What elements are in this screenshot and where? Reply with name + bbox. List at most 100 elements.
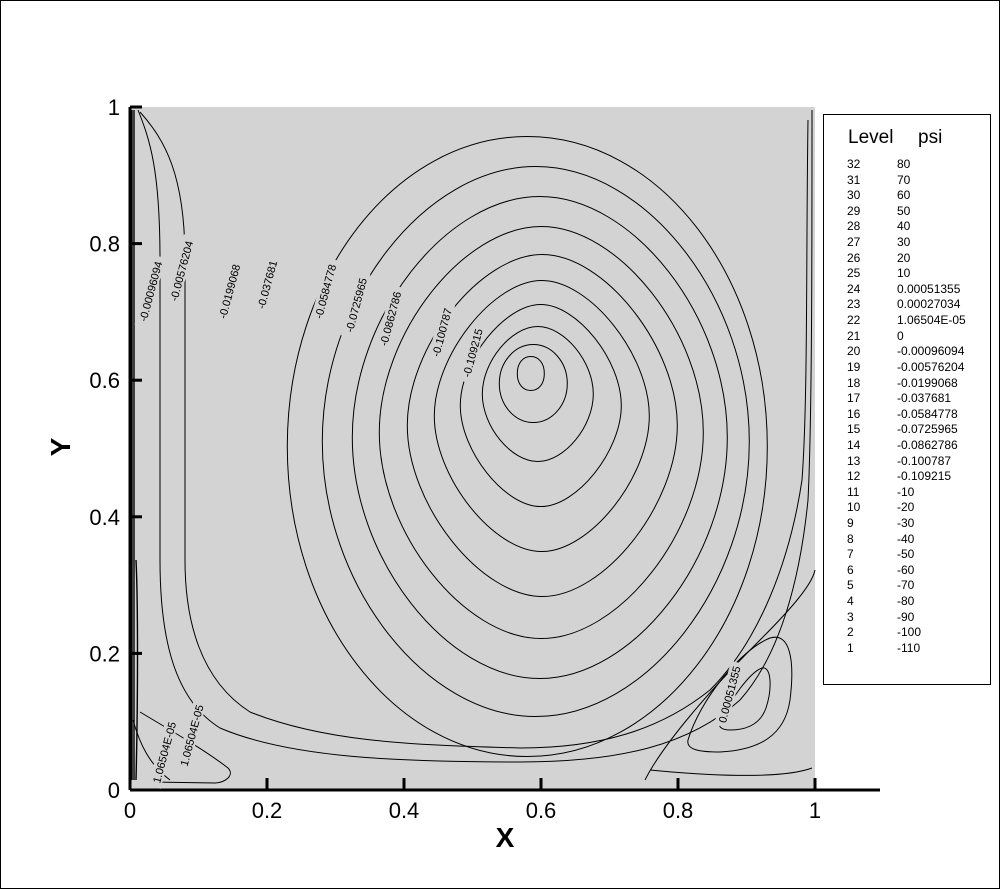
legend-level: 18 bbox=[847, 375, 861, 390]
y-axis-ticks: 0 0.2 0.4 0.6 0.8 1 bbox=[89, 95, 142, 803]
legend-level: 14 bbox=[847, 437, 861, 452]
legend-level: 9 bbox=[847, 516, 854, 531]
y-axis-title: Y bbox=[45, 437, 76, 456]
legend-row: 5 -70 bbox=[847, 578, 966, 594]
x-tick-label: 0 bbox=[124, 798, 136, 823]
legend-value: -10 bbox=[897, 484, 915, 499]
legend-value: -0.037681 bbox=[897, 391, 952, 406]
legend-level: 25 bbox=[847, 266, 861, 281]
legend-level: 31 bbox=[847, 172, 861, 187]
legend-value: -20 bbox=[897, 500, 915, 515]
legend-value: -0.109215 bbox=[897, 469, 952, 484]
legend-row: 1 -110 bbox=[847, 641, 966, 657]
legend-level: 19 bbox=[847, 359, 861, 374]
contour-label-background bbox=[457, 322, 487, 384]
legend-value: -0.00576204 bbox=[897, 359, 965, 374]
legend-row: 22 1.06504E-05 bbox=[847, 313, 966, 329]
legend-level: 1 bbox=[847, 640, 854, 655]
secondary-eddy-ring-2 bbox=[719, 667, 771, 731]
legend-level: 12 bbox=[847, 469, 861, 484]
legend-row: 24 0.00051355 bbox=[847, 282, 966, 298]
legend-value: -110 bbox=[897, 640, 921, 655]
legend-value: 20 bbox=[897, 250, 911, 265]
legend-level: 28 bbox=[847, 219, 861, 234]
legend-row: 27 30 bbox=[847, 235, 966, 251]
legend-rows: 32 80 31 70 30 60 29 50 28 40 27 30 26 20 25 10 24 0.0005… bbox=[847, 157, 966, 657]
contour-line bbox=[351, 196, 728, 680]
legend-row: 7 -50 bbox=[847, 547, 966, 563]
x-tick-label: 0.8 bbox=[663, 798, 694, 823]
legend-row: 28 40 bbox=[847, 219, 966, 235]
legend-level: 27 bbox=[847, 235, 861, 250]
legend-header-level: Level bbox=[848, 127, 894, 148]
legend-value: 50 bbox=[897, 203, 911, 218]
legend-value: 60 bbox=[897, 188, 911, 203]
legend-row: 17 -0.037681 bbox=[847, 391, 966, 407]
legend-value: 0 bbox=[897, 328, 904, 343]
contour-label-background bbox=[148, 715, 180, 789]
legend-level: 22 bbox=[847, 313, 861, 328]
legend-level: 13 bbox=[847, 453, 861, 468]
legend-level: 8 bbox=[847, 531, 854, 546]
legend-value: -0.0862786 bbox=[897, 437, 958, 452]
contour-label-background bbox=[714, 660, 744, 728]
contour-line bbox=[406, 254, 678, 598]
secondary-eddy-mid bbox=[649, 767, 813, 776]
legend-header-variable: psi bbox=[918, 127, 943, 148]
legend-value: 40 bbox=[897, 219, 911, 234]
legend-level: 3 bbox=[847, 609, 854, 624]
legend-row: 20 -0.00096094 bbox=[847, 344, 966, 360]
legend-level: 15 bbox=[847, 422, 861, 437]
y-tick-label: 1 bbox=[108, 95, 120, 120]
legend-level: 16 bbox=[847, 406, 861, 421]
x-tick-label: 0.4 bbox=[389, 798, 420, 823]
legend-row: 13 -0.100787 bbox=[847, 454, 966, 470]
x-tick-label: 1 bbox=[809, 798, 821, 823]
contour-label-background bbox=[340, 271, 371, 339]
legend-level: 11 bbox=[847, 484, 860, 499]
legend-value: 0.00027034 bbox=[897, 297, 961, 312]
y-tick-label: 0 bbox=[108, 778, 120, 803]
contour-line bbox=[498, 344, 568, 424]
legend-row: 31 70 bbox=[847, 173, 966, 189]
contour-label-background bbox=[252, 253, 281, 316]
legend-level: 17 bbox=[847, 391, 861, 406]
legend-row: 29 50 bbox=[847, 204, 966, 220]
legend-level: 5 bbox=[847, 578, 854, 593]
legend-value: -40 bbox=[897, 531, 915, 546]
legend-value: -0.0199068 bbox=[897, 375, 958, 390]
legend-value: -70 bbox=[897, 578, 915, 593]
y-tick-label: 0.4 bbox=[89, 505, 120, 530]
legend-value: -0.0584778 bbox=[897, 406, 958, 421]
legend-row: 23 0.00027034 bbox=[847, 297, 966, 313]
legend-level: 2 bbox=[847, 625, 854, 640]
legend-row: 9 -30 bbox=[847, 516, 966, 532]
legend-value: -60 bbox=[897, 562, 915, 577]
x-tick-label: 0.6 bbox=[526, 798, 557, 823]
legend-row: 3 -90 bbox=[847, 610, 966, 626]
legend-value: -90 bbox=[897, 609, 915, 624]
contour-legend: Level psi 32 80 31 70 30 60 29 50 28 40 27 30 26 20 25 1… bbox=[823, 114, 991, 685]
contour-line bbox=[481, 326, 594, 463]
legend-value: -50 bbox=[897, 547, 915, 562]
y-tick-label: 0.8 bbox=[89, 232, 120, 257]
x-tick-label: 0.2 bbox=[252, 798, 283, 823]
legend-value: 0.00051355 bbox=[897, 281, 961, 296]
legend-row: 25 10 bbox=[847, 266, 966, 282]
x-axis-title: X bbox=[496, 822, 515, 853]
contour-line bbox=[516, 356, 545, 392]
legend-level: 26 bbox=[847, 250, 861, 265]
legend-value: -100 bbox=[897, 625, 922, 640]
contour-line bbox=[433, 280, 650, 553]
x-axis-ticks: 0 0.2 0.4 0.6 0.8 1 bbox=[124, 778, 821, 823]
legend-value: -0.100787 bbox=[897, 453, 952, 468]
legend-row: 19 -0.00576204 bbox=[847, 360, 966, 376]
legend-value: -0.0725965 bbox=[897, 422, 958, 437]
legend-level: 21 bbox=[847, 328, 861, 343]
contour-label-background bbox=[134, 254, 166, 328]
contour-label-background bbox=[427, 301, 456, 363]
legend-value: 10 bbox=[897, 266, 911, 281]
contour-label-background bbox=[175, 698, 207, 772]
contour-line-wall-near bbox=[137, 109, 813, 763]
y-tick-label: 0.2 bbox=[89, 641, 120, 666]
